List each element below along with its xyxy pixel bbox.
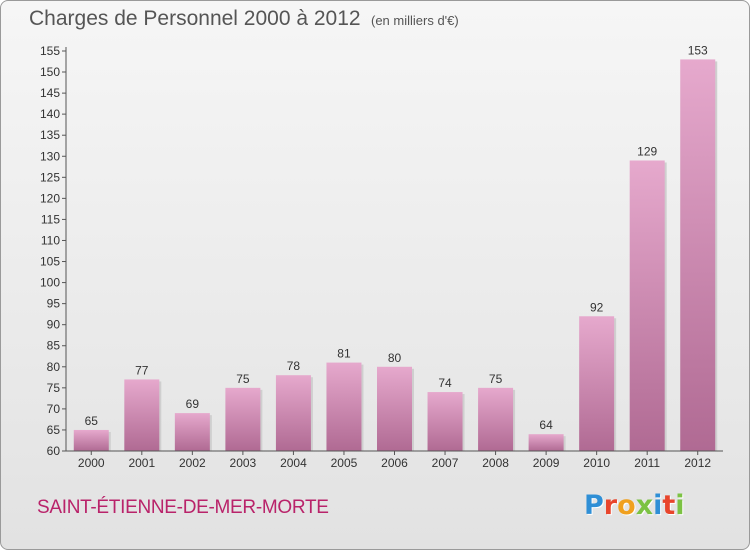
bar	[275, 375, 311, 451]
y-tick-label: 80	[47, 360, 61, 374]
y-tick-label: 85	[47, 339, 61, 353]
y-tick-label: 60	[47, 444, 61, 458]
x-tick-label: 2001	[128, 456, 155, 470]
data-label: 92	[590, 300, 604, 314]
bar	[326, 362, 362, 451]
x-tick-label: 2002	[179, 456, 206, 470]
x-tick-label: 2000	[78, 456, 105, 470]
x-tick-label: 2006	[381, 456, 408, 470]
chart-title: Charges de Personnel 2000 à 2012	[29, 7, 361, 30]
data-label: 64	[539, 418, 553, 432]
y-tick-label: 150	[40, 65, 60, 79]
data-label: 77	[135, 363, 149, 377]
data-label: 65	[85, 414, 99, 428]
y-tick-label: 145	[40, 86, 60, 100]
x-tick-label: 2009	[533, 456, 560, 470]
bar	[225, 387, 261, 451]
bar	[478, 387, 514, 451]
bar	[579, 316, 615, 451]
x-tick-label: 2007	[432, 456, 459, 470]
bar	[427, 392, 463, 451]
y-tick-label: 100	[40, 276, 60, 290]
y-tick-label: 120	[40, 191, 60, 205]
y-tick-label: 115	[41, 212, 60, 226]
y-axis: 60 65 70 75 80 85 90 95 100 105 110 115 120 125 130 135…	[40, 44, 67, 458]
y-tick-label: 90	[47, 318, 61, 332]
y-tick-label: 70	[47, 402, 61, 416]
y-tick-label: 155	[40, 44, 60, 58]
bar	[528, 434, 564, 451]
x-tick-label: 2010	[583, 456, 610, 470]
y-tick-label: 75	[47, 381, 61, 395]
data-label: 69	[186, 397, 200, 411]
place-name: SAINT-ÉTIENNE-DE-MER-MORTE	[37, 497, 329, 518]
data-label: 129	[637, 144, 657, 158]
data-label: 80	[388, 351, 402, 365]
data-label: 81	[337, 347, 351, 361]
x-tick-label: 2004	[280, 456, 307, 470]
bar	[680, 59, 716, 451]
bar	[377, 366, 412, 451]
y-tick-label: 105	[40, 255, 60, 269]
x-tick-label: 2008	[482, 456, 509, 470]
data-label: 78	[287, 359, 301, 373]
x-tick-label: 2011	[634, 456, 660, 470]
y-tick-label: 135	[40, 128, 60, 142]
x-tick-label: 2005	[331, 456, 358, 470]
bar	[629, 160, 665, 451]
x-axis: 2000 2001 2002 2003 2004 2005 2006 2007 2008 2009…	[66, 450, 723, 470]
proxiti-logo: Proxiti	[584, 490, 685, 521]
y-tick-label: 95	[47, 297, 61, 311]
y-tick-label: 65	[47, 423, 61, 437]
bar	[174, 413, 210, 451]
y-tick-label: 140	[40, 107, 60, 121]
x-tick-label: 2012	[684, 456, 711, 470]
y-tick-label: 110	[41, 233, 60, 247]
bar	[124, 379, 160, 451]
data-label: 75	[489, 372, 503, 386]
chart-subtitle: (en milliers d'€)	[371, 13, 459, 28]
x-tick-label: 2003	[230, 456, 257, 470]
data-label: 153	[688, 43, 708, 57]
bar	[73, 429, 109, 451]
bars-group: 65 77 69 75 78 81 80 74 75 64 92 129 153	[73, 43, 718, 451]
data-label: 75	[236, 372, 250, 386]
y-tick-label: 130	[40, 149, 60, 163]
y-tick-label: 125	[40, 170, 60, 184]
data-label: 74	[438, 376, 452, 390]
